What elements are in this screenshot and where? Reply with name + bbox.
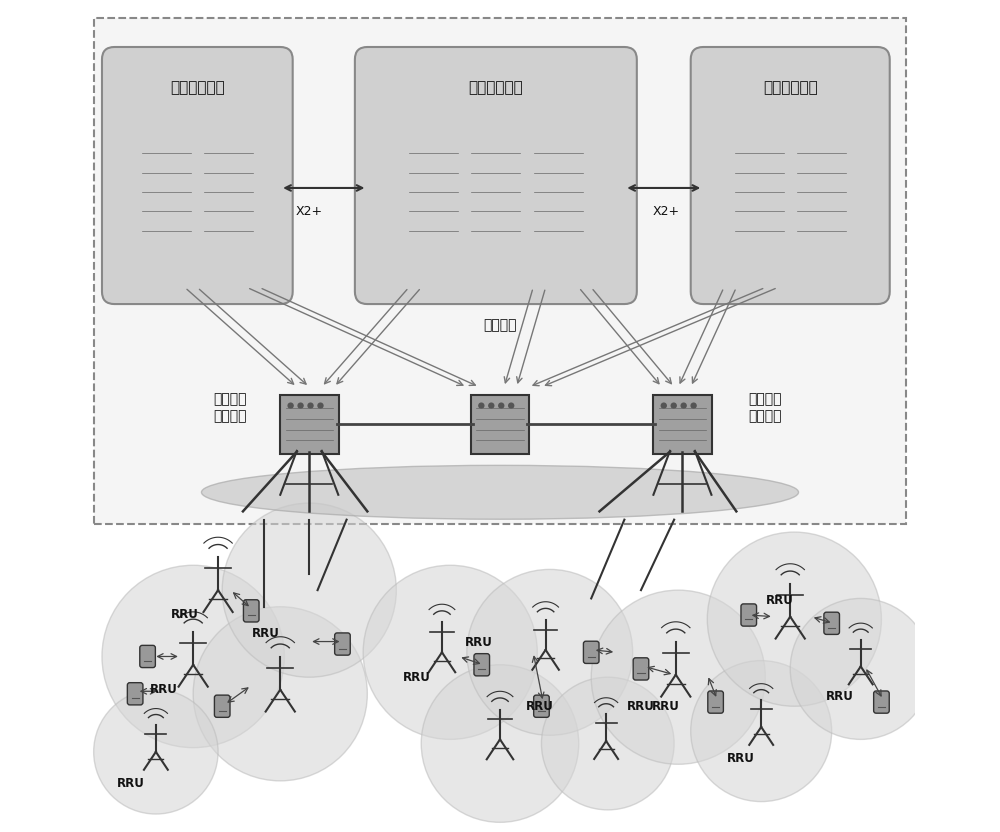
FancyBboxPatch shape — [140, 646, 155, 667]
Text: 高速交换: 高速交换 — [483, 318, 517, 332]
Circle shape — [691, 661, 832, 801]
FancyBboxPatch shape — [633, 658, 649, 680]
FancyBboxPatch shape — [199, 131, 258, 253]
FancyBboxPatch shape — [335, 633, 350, 655]
Circle shape — [790, 598, 931, 740]
FancyBboxPatch shape — [824, 612, 839, 635]
FancyBboxPatch shape — [102, 47, 293, 304]
Circle shape — [288, 404, 293, 409]
FancyBboxPatch shape — [355, 47, 637, 304]
FancyBboxPatch shape — [653, 395, 712, 453]
Circle shape — [541, 677, 674, 810]
Circle shape — [489, 404, 494, 409]
Circle shape — [94, 690, 218, 814]
FancyBboxPatch shape — [534, 695, 549, 717]
FancyBboxPatch shape — [730, 131, 789, 253]
Circle shape — [591, 590, 765, 765]
FancyBboxPatch shape — [471, 395, 529, 453]
Text: RRU: RRU — [252, 627, 280, 641]
Circle shape — [681, 404, 686, 409]
Text: RRU: RRU — [627, 700, 655, 712]
Circle shape — [661, 404, 666, 409]
FancyBboxPatch shape — [792, 131, 851, 253]
FancyBboxPatch shape — [127, 683, 143, 705]
FancyBboxPatch shape — [529, 131, 587, 253]
Text: 负载均衡
高速交换: 负载均衡 高速交换 — [749, 393, 782, 423]
Text: RRU: RRU — [526, 700, 554, 712]
Text: 虚拟基站集群: 虚拟基站集群 — [170, 80, 225, 95]
Circle shape — [691, 404, 696, 409]
FancyBboxPatch shape — [94, 18, 906, 524]
Circle shape — [318, 404, 323, 409]
Circle shape — [421, 665, 579, 822]
FancyBboxPatch shape — [874, 691, 889, 713]
FancyBboxPatch shape — [214, 695, 230, 717]
Ellipse shape — [201, 465, 799, 519]
Text: RRU: RRU — [652, 700, 680, 712]
Text: RRU: RRU — [766, 594, 794, 607]
Text: RRU: RRU — [117, 777, 145, 790]
Text: 虚拟基站集群: 虚拟基站集群 — [763, 80, 818, 95]
FancyBboxPatch shape — [691, 47, 890, 304]
Text: RRU: RRU — [403, 671, 431, 685]
Circle shape — [298, 404, 303, 409]
Text: RRU: RRU — [171, 608, 199, 622]
FancyBboxPatch shape — [741, 604, 757, 626]
Text: RRU: RRU — [826, 690, 854, 703]
Circle shape — [363, 565, 537, 740]
FancyBboxPatch shape — [708, 691, 723, 713]
Circle shape — [509, 404, 514, 409]
FancyBboxPatch shape — [466, 131, 525, 253]
Circle shape — [222, 503, 396, 677]
Circle shape — [479, 404, 484, 409]
Circle shape — [671, 404, 676, 409]
Text: X2+: X2+ — [652, 205, 679, 217]
Text: RRU: RRU — [465, 636, 493, 649]
Text: RRU: RRU — [150, 683, 178, 696]
Circle shape — [499, 404, 504, 409]
Text: RRU: RRU — [727, 752, 754, 765]
FancyBboxPatch shape — [280, 395, 339, 453]
Circle shape — [707, 532, 881, 706]
Text: X2+: X2+ — [296, 205, 323, 217]
Circle shape — [308, 404, 313, 409]
Text: 负载均衡
高速交换: 负载均衡 高速交换 — [214, 393, 247, 423]
Circle shape — [467, 569, 633, 735]
Circle shape — [193, 607, 367, 781]
FancyBboxPatch shape — [474, 654, 490, 676]
FancyBboxPatch shape — [243, 600, 259, 622]
FancyBboxPatch shape — [404, 131, 463, 253]
Text: 虚拟基站集群: 虚拟基站集群 — [468, 80, 523, 95]
FancyBboxPatch shape — [583, 641, 599, 663]
Circle shape — [102, 565, 284, 748]
FancyBboxPatch shape — [137, 131, 196, 253]
